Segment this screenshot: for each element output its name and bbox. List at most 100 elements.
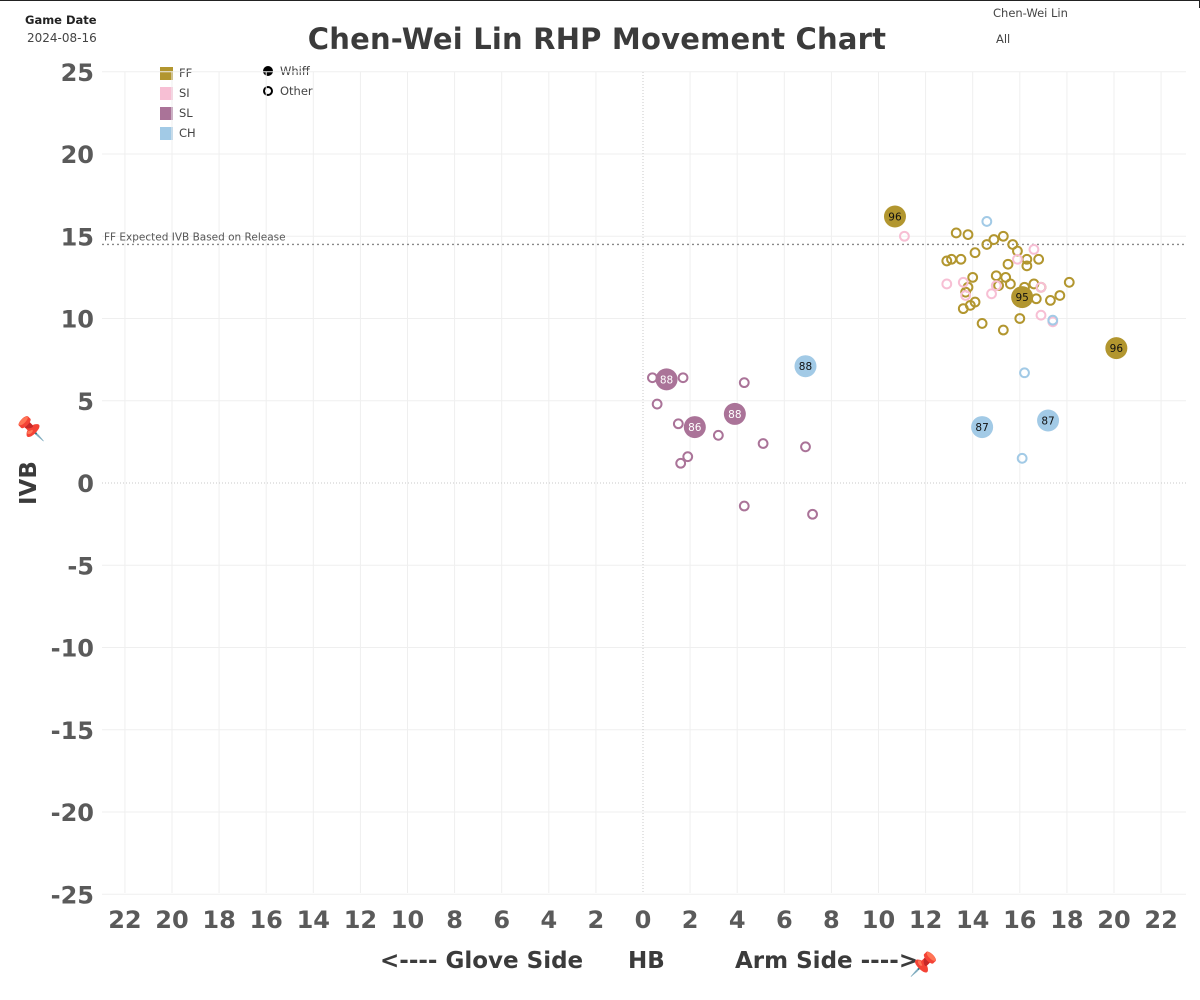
pitch-point-ff[interactable] bbox=[967, 271, 979, 283]
pitch-point-si[interactable] bbox=[1035, 309, 1047, 321]
x-tick-label: 10 bbox=[391, 906, 424, 934]
whiff-point-sl[interactable] bbox=[683, 416, 706, 439]
whiff-velo-label: 86 bbox=[688, 422, 702, 434]
pitch-point-ff[interactable] bbox=[1021, 260, 1033, 272]
whiff-point-ch[interactable] bbox=[1037, 409, 1060, 432]
x-tick-label: 20 bbox=[155, 906, 188, 934]
pitch-point-ch[interactable] bbox=[1019, 367, 1030, 379]
pitch-point-ff[interactable] bbox=[988, 234, 1000, 245]
pitch-point-ff[interactable] bbox=[957, 303, 969, 315]
pitch-point-ff[interactable] bbox=[950, 227, 962, 239]
pitch-point-sl[interactable] bbox=[757, 438, 769, 449]
game-date-value[interactable]: 2024-08-16 bbox=[27, 31, 97, 45]
pitch-point-sl[interactable] bbox=[738, 377, 750, 389]
pitch-point-si[interactable] bbox=[957, 276, 969, 288]
pitch-point-si[interactable] bbox=[899, 230, 910, 242]
pitch-point-ff[interactable] bbox=[1014, 313, 1026, 324]
pitch-point-ff[interactable] bbox=[955, 253, 967, 265]
pitch-point-si[interactable] bbox=[941, 278, 953, 290]
pitch-point-si[interactable] bbox=[1035, 281, 1047, 293]
pitch-point-sl[interactable] bbox=[682, 451, 694, 463]
pitch-point-si[interactable] bbox=[1028, 244, 1040, 255]
pitch-point-sl[interactable] bbox=[712, 429, 724, 441]
legend-item-sl[interactable]: SL bbox=[160, 106, 193, 120]
filled-circle-icon bbox=[263, 66, 273, 76]
x-tick-label: 22 bbox=[108, 906, 141, 934]
legend-item-other[interactable]: Other bbox=[263, 84, 313, 98]
legend-item-si[interactable]: SI bbox=[160, 86, 190, 100]
pitch-point-sl[interactable] bbox=[800, 441, 811, 453]
pitch-points: 96 95 96 88 86 88 88 87 87 bbox=[647, 205, 1128, 520]
pin-icon[interactable]: 📌 bbox=[909, 952, 938, 978]
pitch-point-sl[interactable] bbox=[738, 500, 750, 512]
pin-icon[interactable]: 📌 bbox=[19, 414, 45, 443]
pitch-point-sl[interactable] bbox=[677, 372, 689, 384]
pitch-type-filter[interactable]: All bbox=[996, 32, 1011, 46]
reference-lines: FF Expected IVB Based on Release bbox=[102, 72, 1186, 893]
legend-item-whiff[interactable]: Whiff bbox=[263, 64, 310, 78]
y-tick-label: -25 bbox=[51, 881, 94, 909]
pitch-point-ff[interactable] bbox=[941, 255, 953, 267]
legend-label-sl: SL bbox=[179, 106, 193, 120]
legend-item-ch[interactable]: CH bbox=[160, 126, 196, 140]
pitch-point-ch[interactable] bbox=[1016, 452, 1028, 464]
pitcher-filter[interactable]: Chen-Wei Lin bbox=[993, 6, 1068, 20]
x-tick-label: 0 bbox=[635, 906, 652, 934]
whiff-velo-label: 96 bbox=[1110, 343, 1124, 355]
whiff-point-ff[interactable] bbox=[1105, 337, 1128, 360]
y-tick-label: -15 bbox=[51, 717, 94, 745]
pitch-point-ff[interactable] bbox=[997, 230, 1009, 242]
legend-swatch-ff bbox=[160, 66, 173, 80]
pitch-point-sl[interactable] bbox=[807, 508, 818, 520]
pitch-point-ch[interactable] bbox=[1047, 314, 1059, 326]
whiff-point-ch[interactable] bbox=[794, 355, 817, 378]
expected-ivb-label: FF Expected IVB Based on Release bbox=[104, 231, 286, 243]
x-tick-label: 16 bbox=[1003, 906, 1036, 934]
pitch-point-ff[interactable] bbox=[1045, 295, 1056, 306]
y-axis-label-text: IVB bbox=[16, 461, 42, 505]
whiff-velo-label: 88 bbox=[660, 374, 673, 386]
x-tick-label: 4 bbox=[540, 906, 557, 934]
pitch-point-si[interactable] bbox=[986, 288, 997, 300]
pitch-point-sl[interactable] bbox=[672, 418, 684, 430]
pitch-point-ff[interactable] bbox=[1004, 278, 1016, 290]
whiff-point-ch[interactable] bbox=[971, 416, 994, 439]
pitch-point-ff[interactable] bbox=[1033, 253, 1045, 265]
pitch-point-ff[interactable] bbox=[976, 318, 988, 329]
pitch-point-ff[interactable] bbox=[981, 239, 993, 250]
pitch-point-sl[interactable] bbox=[647, 372, 658, 384]
whiff-point-sl[interactable] bbox=[723, 402, 746, 425]
legend-item-ff[interactable]: FF bbox=[160, 66, 192, 80]
whiff-velo-label: 87 bbox=[1041, 415, 1054, 427]
y-tick-label: 20 bbox=[61, 141, 94, 169]
y-tick-label: 10 bbox=[61, 306, 94, 334]
pitch-point-ff[interactable] bbox=[969, 247, 981, 259]
x-tick-label: 18 bbox=[202, 906, 235, 934]
whiff-point-ff[interactable] bbox=[883, 205, 906, 228]
pitch-point-ff[interactable] bbox=[1002, 258, 1014, 270]
pitch-point-sl[interactable] bbox=[675, 457, 687, 469]
pitch-point-ff[interactable] bbox=[1063, 276, 1075, 288]
whiff-point-ff[interactable] bbox=[1011, 286, 1034, 309]
pitch-point-ff[interactable] bbox=[997, 324, 1009, 336]
x-tick-label: 4 bbox=[729, 906, 746, 934]
whiff-velo-label: 96 bbox=[888, 212, 902, 224]
y-tick-label: -5 bbox=[67, 552, 94, 580]
pitch-point-ff[interactable] bbox=[962, 229, 974, 241]
pitch-point-ff[interactable] bbox=[960, 286, 972, 298]
pitch-point-ff[interactable] bbox=[990, 270, 1002, 282]
pitch-point-si[interactable] bbox=[1012, 253, 1023, 265]
pitch-point-si[interactable] bbox=[960, 290, 972, 301]
pitch-point-sl[interactable] bbox=[651, 398, 663, 410]
pitch-point-ch[interactable] bbox=[981, 216, 993, 227]
x-tick-label: 8 bbox=[823, 906, 840, 934]
legend-swatch-si bbox=[160, 86, 173, 100]
pitch-point-ff[interactable] bbox=[1030, 293, 1042, 305]
whiff-point-sl[interactable] bbox=[655, 368, 678, 391]
pitch-point-si[interactable] bbox=[990, 280, 1002, 292]
pitch-point-ff[interactable] bbox=[1054, 290, 1066, 301]
x-tick-label: 12 bbox=[909, 906, 942, 934]
y-tick-label: 15 bbox=[61, 223, 94, 251]
x-axis-ticks: 22 20 18 16 14 12 10 8 6 4 2 0 2 4 6 8 10 12 14 16 18 20 22 bbox=[108, 906, 1178, 934]
